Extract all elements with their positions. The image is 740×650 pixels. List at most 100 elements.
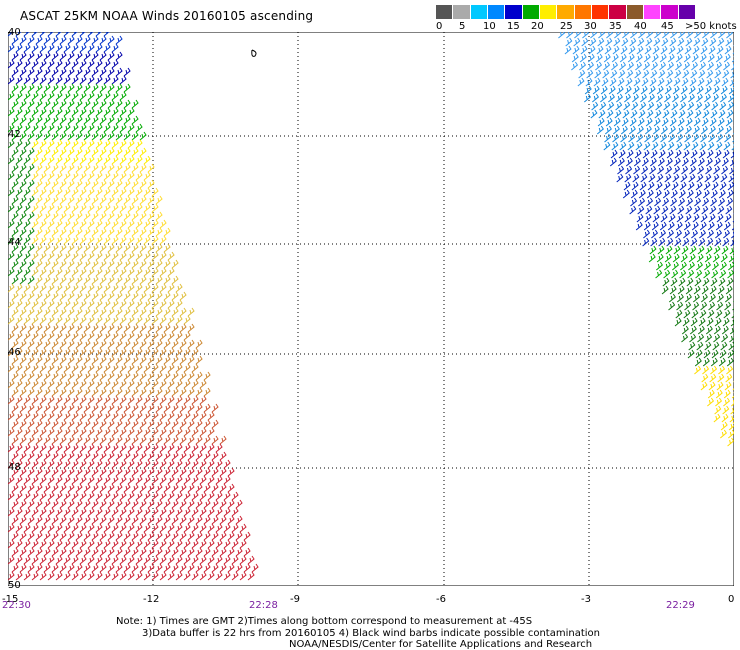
wind-barb — [23, 395, 31, 405]
wind-barb — [151, 219, 159, 229]
wind-barb — [618, 69, 626, 79]
wind-barb — [608, 93, 615, 103]
wind-barb — [107, 483, 115, 493]
wind-barb — [175, 475, 183, 485]
wind-barb — [159, 427, 167, 437]
swath-time: 22:28 — [249, 600, 278, 611]
wind-barb — [67, 467, 75, 477]
wind-barb — [147, 243, 155, 253]
wind-barb — [688, 93, 695, 103]
wind-barb — [564, 45, 572, 55]
wind-barb — [707, 397, 715, 407]
wind-barb — [79, 75, 87, 85]
wind-barb — [183, 331, 191, 341]
wind-barb — [103, 315, 111, 325]
wind-barb — [11, 483, 19, 493]
wind-barb — [19, 323, 27, 333]
wind-barb — [115, 531, 123, 541]
wind-barb — [187, 307, 195, 317]
wind-barb — [103, 107, 111, 117]
wind-barb — [159, 363, 167, 373]
wind-barb — [577, 77, 585, 87]
wind-barb — [19, 451, 27, 461]
wind-barb — [147, 531, 155, 541]
wind-barb — [27, 83, 35, 93]
wind-barb — [67, 307, 75, 317]
wind-barb — [604, 45, 612, 55]
wind-barb — [75, 547, 83, 557]
wind-barb — [640, 173, 648, 183]
wind-barb — [43, 195, 51, 205]
wind-barb — [51, 531, 59, 541]
wind-barb — [99, 131, 107, 141]
wind-barb — [139, 291, 147, 301]
wind-barb — [684, 293, 692, 303]
wind-barb — [83, 339, 91, 349]
wind-barb — [143, 235, 151, 245]
wind-barb — [131, 387, 139, 397]
wind-barb — [135, 555, 143, 565]
wind-barb — [195, 547, 203, 557]
wind-barb — [159, 283, 167, 293]
wind-barb — [75, 483, 83, 493]
wind-barb — [658, 237, 666, 247]
wind-barb — [43, 419, 51, 429]
wind-barb — [203, 499, 211, 509]
wind-barb — [35, 99, 43, 109]
wind-barb — [79, 315, 87, 325]
wind-barb — [51, 515, 59, 525]
wind-barb — [119, 251, 127, 261]
wind-barb — [592, 93, 599, 103]
wind-barb — [710, 197, 718, 207]
wind-barb — [31, 91, 39, 101]
wind-barb — [135, 475, 143, 485]
wind-barb — [115, 515, 123, 525]
wind-barb — [23, 32, 30, 37]
wind-barb — [35, 515, 43, 525]
wind-barb — [720, 85, 728, 95]
wind-barb — [731, 231, 734, 239]
wind-barb — [111, 555, 119, 565]
wind-barb — [147, 499, 155, 509]
wind-barb — [627, 61, 635, 71]
wind-barb — [718, 32, 726, 39]
wind-barb — [596, 125, 604, 135]
wind-barb — [199, 539, 207, 549]
wind-barb — [35, 547, 43, 557]
wind-barb — [215, 459, 223, 469]
wind-barb — [115, 339, 123, 349]
wind-barb — [702, 365, 710, 375]
wind-barb — [155, 419, 163, 429]
wind-barb — [688, 85, 696, 95]
wind-barb — [87, 91, 95, 101]
wind-barb — [127, 555, 135, 565]
wind-barb — [143, 379, 151, 389]
wind-barb — [55, 32, 62, 37]
wind-barb — [135, 491, 143, 501]
wind-barb — [99, 163, 107, 173]
wind-barb — [43, 515, 51, 525]
wind-barb — [107, 563, 115, 573]
wind-barb — [659, 221, 667, 231]
wind-barb — [694, 365, 702, 375]
wind-barb — [139, 403, 147, 413]
wind-barb — [15, 139, 23, 149]
wind-barb — [139, 547, 147, 557]
wind-barb — [11, 563, 19, 573]
wind-barb — [71, 171, 79, 181]
wind-barb — [67, 419, 75, 429]
wind-barb — [729, 77, 734, 87]
wind-barb — [91, 211, 99, 221]
wind-barb — [99, 99, 107, 109]
wind-barb — [63, 235, 71, 245]
y-tick-label: 44 — [8, 237, 21, 248]
wind-barb — [95, 283, 103, 293]
wind-barb — [167, 347, 175, 357]
wind-barb — [663, 269, 671, 279]
wind-barb — [75, 499, 83, 509]
wind-barb — [215, 443, 223, 453]
wind-barb — [199, 555, 207, 565]
wind-barb — [87, 251, 95, 261]
wind-barb — [31, 427, 39, 437]
wind-barb — [103, 283, 111, 293]
